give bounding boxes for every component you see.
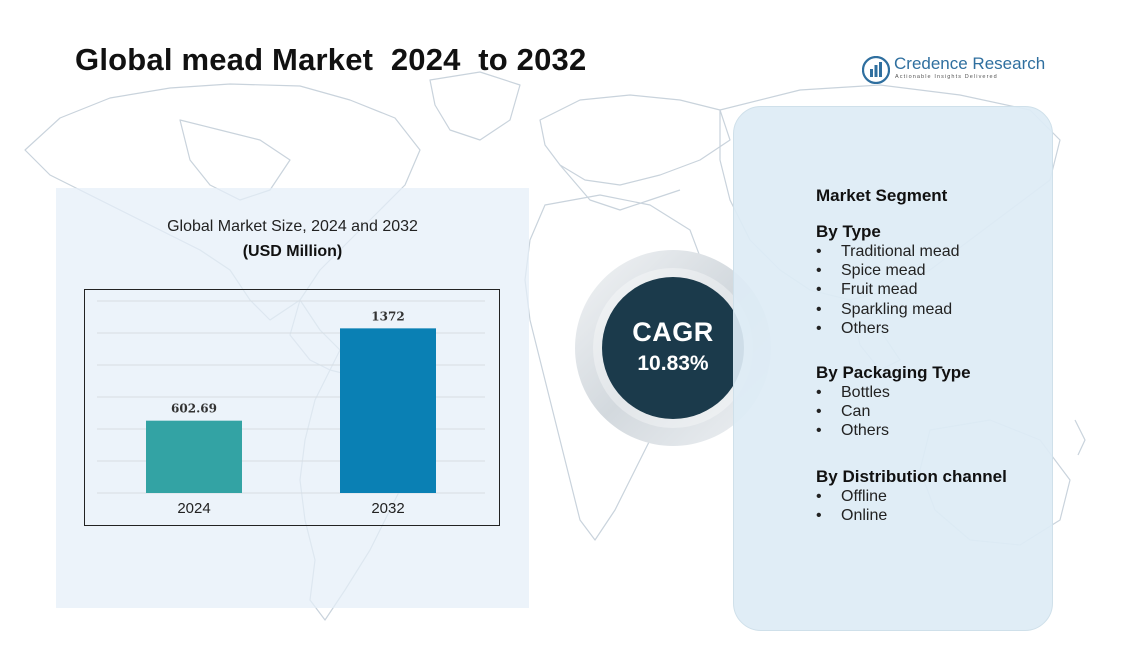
data-label-2032: 1372	[371, 309, 404, 323]
segment-item: Spice mead	[816, 261, 960, 280]
x-tick-label-2032: 2032	[371, 500, 404, 517]
segment-group-type: By Type Traditional mead Spice mead Frui…	[816, 222, 960, 338]
segment-group-title: By Packaging Type	[816, 363, 971, 382]
logo-tagline: Actionable Insights Delivered	[895, 74, 998, 80]
segment-group-packaging: By Packaging Type Bottles Can Others	[816, 363, 971, 441]
cagr-value: 10.83%	[637, 352, 709, 375]
segment-group-title: By Distribution channel	[816, 467, 1007, 486]
cagr-badge: CAGR 10.83%	[574, 250, 774, 450]
market-segment-panel: Market Segment By Type Traditional mead …	[733, 106, 1053, 631]
bar-2024	[146, 420, 242, 493]
bar-2032	[340, 328, 436, 493]
segment-item: Can	[816, 402, 971, 421]
chart-frame: 602.69 2024 1372 2032	[84, 289, 500, 526]
chart-subtitle: (USD Million)	[242, 243, 343, 260]
bar-chart: 602.69 2024 1372 2032	[97, 300, 485, 517]
x-tick-label-2024: 2024	[177, 500, 210, 517]
segment-item: Others	[816, 421, 971, 440]
segment-item: Bottles	[816, 383, 971, 402]
segment-item: Offline	[816, 487, 1007, 506]
bar-chart-logo-icon	[862, 56, 890, 84]
segment-item: Fruit mead	[816, 280, 960, 299]
company-logo: Credence Research Actionable Insights De…	[862, 52, 1052, 88]
page-title: Global mead Market 2024 to 2032	[75, 42, 587, 77]
chart-title: Global Market Size, 2024 and 2032	[167, 218, 418, 235]
segment-item: Sparkling mead	[816, 300, 960, 319]
market-size-chart-panel: Global Market Size, 2024 and 2032 (USD M…	[56, 188, 529, 608]
segment-heading: Market Segment	[816, 186, 948, 205]
segment-group-title: By Type	[816, 222, 881, 241]
data-label-2024: 602.69	[171, 402, 217, 416]
cagr-label: CAGR	[632, 317, 714, 347]
segment-item: Traditional mead	[816, 242, 960, 261]
segment-group-distribution: By Distribution channel Offline Online	[816, 467, 1007, 526]
segment-item: Others	[816, 319, 960, 338]
segment-item: Online	[816, 506, 1007, 525]
logo-name: Credence Research	[894, 54, 1046, 73]
cagr-circle: CAGR 10.83%	[602, 277, 744, 419]
